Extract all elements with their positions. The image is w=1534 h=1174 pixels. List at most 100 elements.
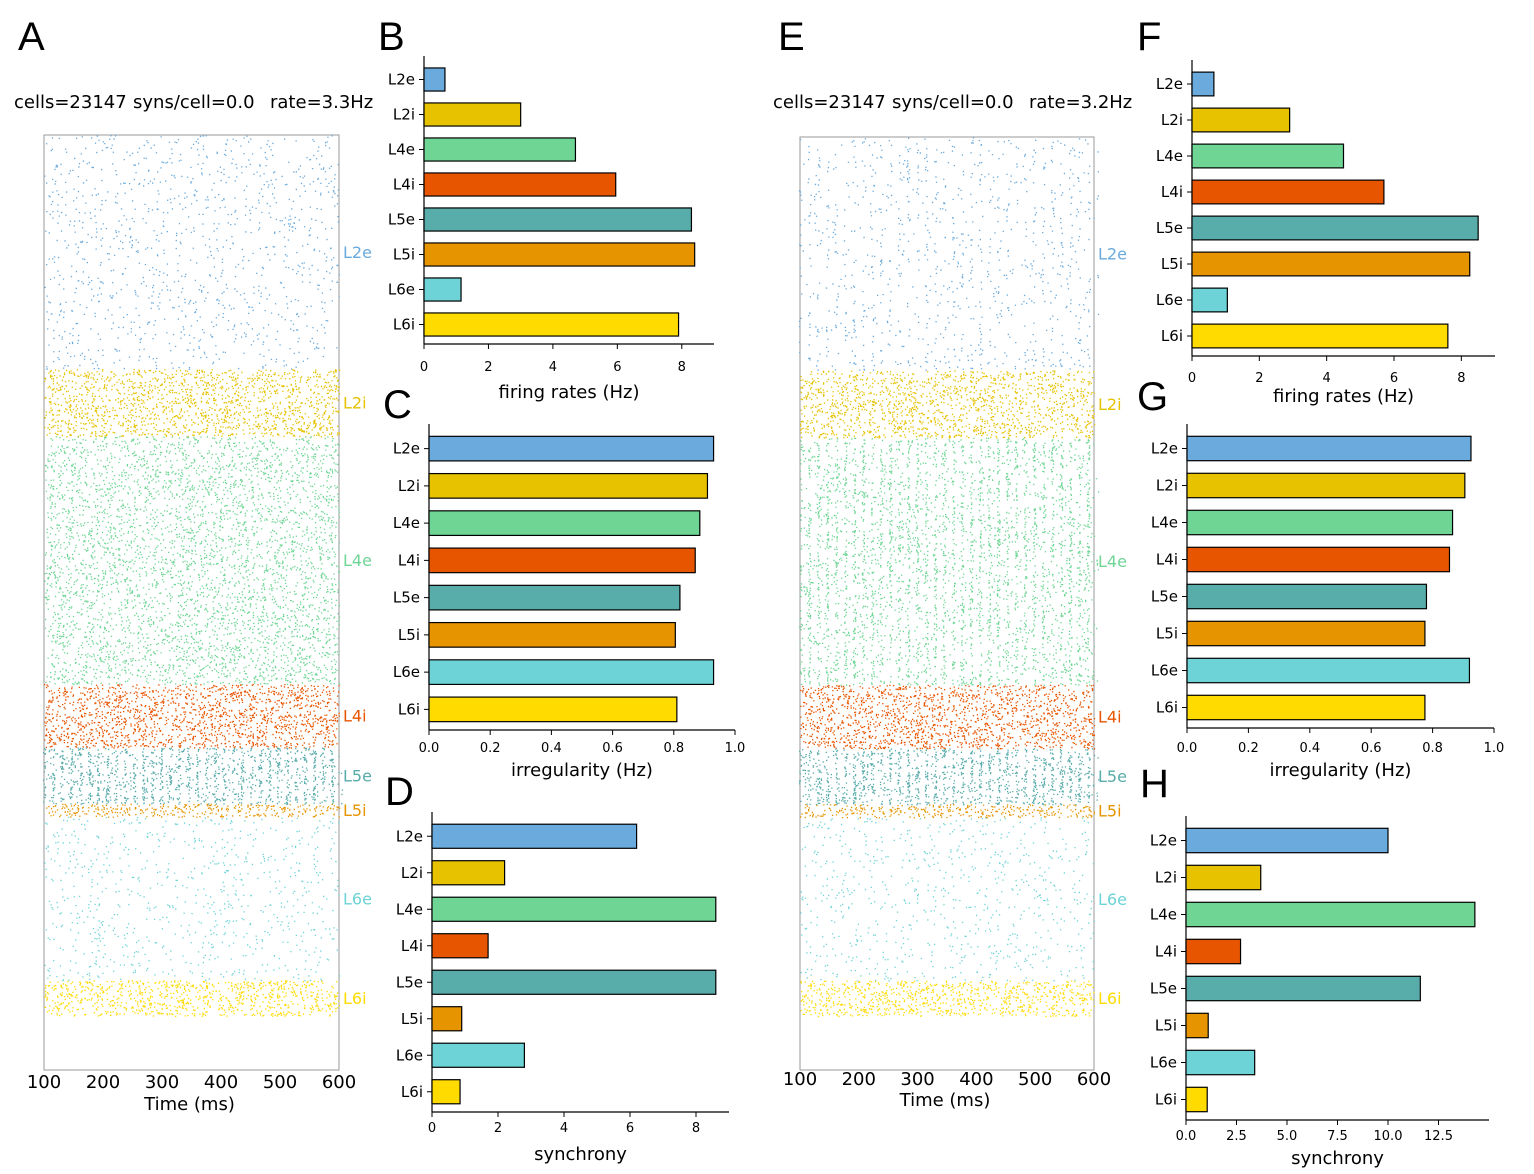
bar-l5i-h [1185,1012,1209,1039]
raster-spikes-l2i-e [800,370,1096,439]
bar-label-l2i-h: L2i [1155,869,1177,887]
raster-band-l5i-a: L5i [46,801,367,820]
chart-panel-b: L2e L2i L4e L4i L5e L5i L6e L6i 0 2 4 6 8 firing rate… [388,56,714,403]
raster-pop-label-l5e-e: L5e [1098,767,1127,786]
bar-xtick-4-g: 0.8 [1422,741,1443,756]
raster-spikes-l5i-a [46,803,341,818]
bar-xtick-5-c: 1.0 [725,741,746,756]
bar-label-l4i-g: L4i [1156,551,1178,569]
raster-pop-label-l6e-e: L6e [1098,890,1127,909]
bar-xtick-4-b: 8 [678,360,686,375]
bar-xtick-1-c: 0.2 [480,741,501,756]
bar-label-l6e-h: L6e [1150,1054,1177,1072]
bar-xtick-5-h: 12.5 [1424,1129,1453,1144]
bar-label-l6i-f: L6i [1161,327,1183,345]
panel-letter-e: E [778,15,805,59]
raster-title-cells-e: cells=23147 [773,92,886,113]
bar-l4e-c [428,510,701,537]
raster-xtick-300-a: 300 [145,1072,179,1093]
raster-xtick-100-e: 100 [783,1069,817,1090]
raster-xtick-400-a: 400 [204,1072,238,1093]
bar-xtick-2-h: 5.0 [1277,1129,1298,1144]
bar-label-l5e-d: L5e [396,973,423,991]
raster-band-l2e-e: L2e [798,137,1127,371]
bar-xtick-0-d: 0 [428,1121,436,1136]
bar-label-l4i-d: L4i [401,937,423,955]
bar-label-l4i-b: L4i [393,176,415,194]
bar-xlabel-h: synchrony [1291,1148,1384,1169]
bar-l6e-g [1186,657,1471,684]
raster-xtick-400-e: 400 [959,1069,993,1090]
raster-pop-label-l4i-a: L4i [343,707,367,726]
charts-layer: cells=23147 syns/cell=0.0 rate=3.3Hz L2e L2i… [14,56,1504,1169]
bar-label-l5e-b: L5e [388,211,415,229]
panel-letter-f: F [1137,15,1161,59]
bar-xtick-1-d: 2 [494,1121,502,1136]
raster-pop-label-l5i-e: L5i [1098,802,1122,821]
bar-l4e-f [1191,143,1345,169]
bar-label-l2i-f: L2i [1161,111,1183,129]
bar-label-l2e-d: L2e [396,827,423,845]
bar-l5i-d [431,1006,463,1032]
raster-band-l2i-a: L2i [44,369,367,438]
raster-xtick-600-a: 600 [322,1072,356,1093]
bar-label-l2i-g: L2i [1156,477,1178,495]
bar-xtick-4-h: 10.0 [1374,1129,1403,1144]
bar-xlabel-g: irregularity (Hz) [1270,760,1412,781]
bar-label-l2i-b: L2i [393,106,415,124]
panel-letter-d: D [385,770,414,814]
bar-label-l5e-g: L5e [1151,588,1178,606]
bar-l2i-c [428,472,709,499]
bar-l5e-c [428,584,681,611]
raster-pop-label-l6i-a: L6i [343,989,367,1008]
bar-l6e-b [423,277,462,302]
panel-letter-h: H [1140,762,1169,806]
raster-spikes-l5i-e [800,804,1095,819]
panel-letter-c: C [383,383,412,427]
bar-xtick-4-f: 8 [1457,371,1465,386]
bar-l4i-d [431,933,489,959]
bar-l2e-g [1186,435,1472,462]
bar-l2i-b [423,102,522,127]
bar-l6e-c [428,659,715,686]
raster-band-l6i-a: L6i [44,980,367,1017]
bar-l4e-d [431,896,717,922]
bar-label-l5i-g: L5i [1156,625,1178,643]
bar-xtick-0-c: 0.0 [419,741,440,756]
bar-xtick-1-f: 2 [1255,371,1263,386]
bar-l4i-f [1191,179,1385,205]
bar-label-l4i-f: L4i [1161,183,1183,201]
bar-label-l2e-b: L2e [388,71,415,89]
raster-xtick-600-e: 600 [1077,1069,1111,1090]
bar-l6i-g [1186,694,1426,721]
chart-panel-c: L2e L2i L4e L4i L5e L5i L6e L6i 0.0 0.2 0.4 0.6 0.8 1… [393,424,745,781]
bar-xlabel-b: firing rates (Hz) [499,382,640,403]
bar-xtick-3-g: 0.6 [1361,741,1382,756]
chart-panel-f: L2e L2i L4e L4i L5e L5i L6e L6i 0 2 4 6 8 firing rate… [1156,60,1495,407]
bar-l6e-h [1185,1049,1256,1076]
bar-label-l6e-b: L6e [388,281,415,299]
raster-xtick-500-e: 500 [1018,1069,1052,1090]
bar-xtick-2-c: 0.4 [541,741,562,756]
bar-l5e-d [431,969,717,995]
raster-xtick-100-a: 100 [27,1072,61,1093]
bar-xtick-1-h: 2.5 [1226,1129,1247,1144]
bar-xtick-0-b: 0 [420,360,428,375]
raster-title-rate-a: rate=3.3Hz [270,92,373,113]
bar-label-l5e-f: L5e [1156,219,1183,237]
raster-band-l5i-e: L5i [800,802,1122,821]
bar-xtick-4-c: 0.8 [663,741,684,756]
raster-spikes-l5e-e [798,748,1100,806]
bar-l4i-b [423,172,617,197]
bar-label-l4e-d: L4e [396,900,423,918]
bar-l2e-b [423,67,446,92]
bar-l6i-d [431,1079,461,1105]
bar-l6e-f [1191,287,1228,313]
raster-pop-label-l5i-a: L5i [343,801,367,820]
chart-panel-d: L2e L2i L4e L4i L5e L5i L6e L6i 0 2 4 6 8 synchrony [396,812,729,1165]
bar-l5e-b [423,207,693,232]
bar-label-l6i-g: L6i [1156,699,1178,717]
raster-pop-label-l6i-e: L6i [1098,989,1122,1008]
raster-band-l6e-a: L6e [44,816,372,982]
